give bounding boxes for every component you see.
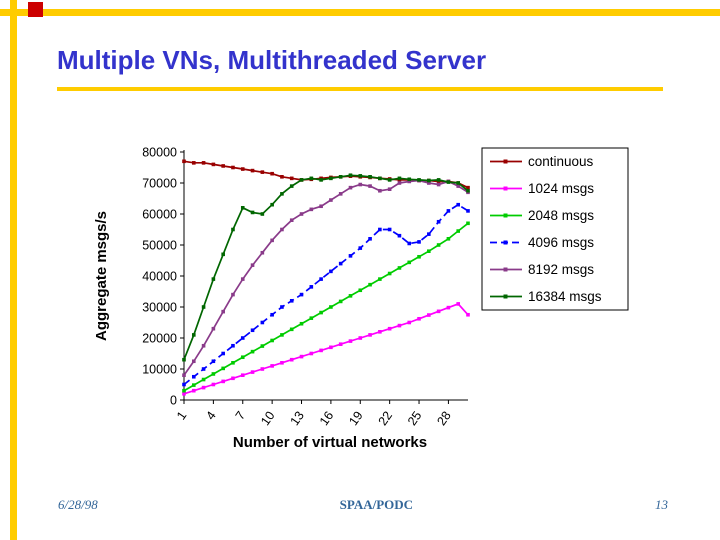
y-tick-label: 30000 bbox=[142, 301, 177, 315]
series-line-continuous bbox=[183, 160, 469, 189]
x-tick-label: 4 bbox=[203, 409, 218, 423]
legend-marker bbox=[503, 159, 508, 164]
y-tick-label: 60000 bbox=[142, 208, 177, 222]
legend-label: 2048 msgs bbox=[528, 208, 594, 223]
legend-label: 1024 msgs bbox=[528, 181, 594, 196]
y-tick-label: 40000 bbox=[142, 270, 177, 284]
y-tick-label: 50000 bbox=[142, 239, 177, 253]
series-line-8192-msgs bbox=[183, 179, 469, 376]
footer-center-text: SPAA/PODC bbox=[339, 497, 414, 512]
chart: 0 10000 20000 30000 40000 50000 60000 70000 8000… bbox=[90, 133, 638, 471]
series-line-4096-msgs bbox=[183, 203, 469, 386]
left-accent-bar bbox=[10, 0, 17, 540]
legend-marker bbox=[503, 213, 508, 218]
legend-marker bbox=[503, 294, 508, 299]
footer-date: 6/28/98 bbox=[58, 497, 98, 512]
legend-label: 4096 msgs bbox=[528, 235, 594, 250]
legend-marker bbox=[503, 186, 508, 191]
y-tick-label: 20000 bbox=[142, 332, 177, 346]
legend-marker bbox=[503, 267, 508, 272]
legend-label: 8192 msgs bbox=[528, 262, 594, 277]
y-axis-title: Aggregate msgs/s bbox=[93, 211, 110, 341]
legend-label: 16384 msgs bbox=[528, 289, 602, 304]
title-underline bbox=[57, 87, 663, 91]
x-axis-title: Number of virtual networks bbox=[233, 434, 427, 451]
slide-title: Multiple VNs, Multithreaded Server bbox=[57, 45, 487, 75]
y-tick-label: 10000 bbox=[142, 363, 177, 377]
y-tick-label: 70000 bbox=[142, 177, 177, 191]
x-tick-label: 1 bbox=[174, 409, 189, 423]
x-tick-label: 22 bbox=[376, 409, 395, 428]
y-tick-label: 0 bbox=[170, 394, 177, 408]
x-tick-label: 16 bbox=[317, 409, 336, 428]
x-tick-label: 10 bbox=[258, 409, 277, 428]
y-tick-label: 80000 bbox=[142, 146, 177, 160]
x-tick-label: 13 bbox=[288, 409, 307, 428]
x-tick-label: 25 bbox=[405, 409, 424, 428]
chart-svg: 0 10000 20000 30000 40000 50000 60000 70000 8000… bbox=[93, 146, 629, 451]
legend-marker bbox=[503, 240, 508, 245]
series-line-1024-msgs bbox=[183, 302, 469, 395]
x-tick-label: 28 bbox=[434, 409, 453, 428]
x-tick-label: 19 bbox=[346, 409, 365, 428]
footer: 6/28/98 SPAA/PODC 13 bbox=[58, 497, 668, 513]
legend-label: continuous bbox=[528, 154, 594, 169]
footer-page-number: 13 bbox=[654, 497, 668, 512]
x-tick-label: 7 bbox=[233, 409, 248, 423]
corner-accent-square bbox=[28, 2, 43, 17]
top-accent-bar bbox=[0, 9, 720, 16]
legend-box bbox=[481, 147, 629, 311]
